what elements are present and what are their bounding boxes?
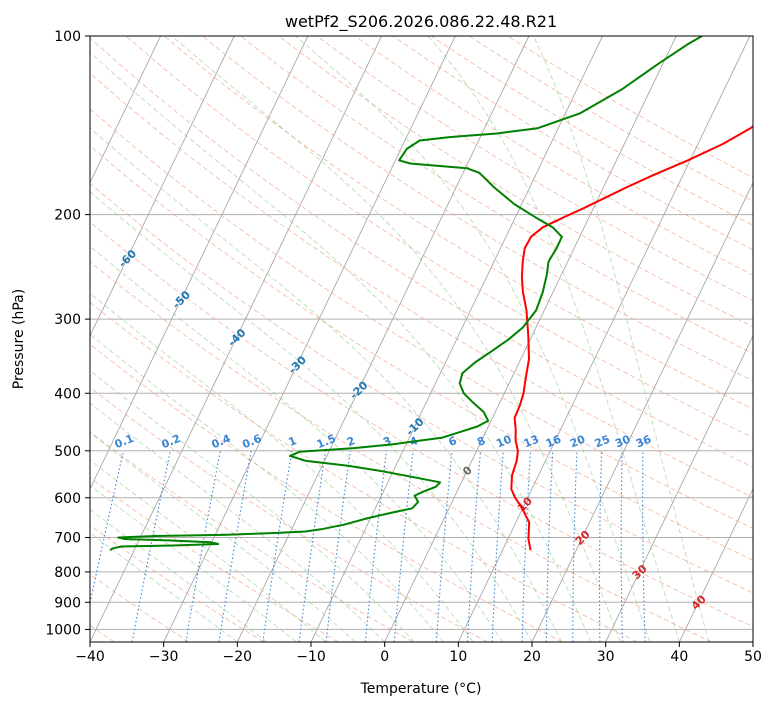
mixing-ratio-label: 30 [613, 433, 632, 451]
moist-adiabat [90, 245, 503, 642]
background-lines [90, 36, 753, 642]
dry-adiabat [125, 36, 753, 439]
x-tick-label: −20 [223, 649, 253, 665]
plot-frame [89, 35, 754, 643]
dry-adiabat [354, 36, 753, 276]
dry-adiabat [90, 386, 488, 642]
x-tick-label: 30 [597, 649, 615, 665]
mixing-ratio-label: 3 [381, 434, 393, 449]
mixing-ratio-label: 1 [287, 434, 299, 449]
y-axis-ticks: 100 200 300 400 500 600 700 800 900 1000 [45, 29, 90, 638]
moist-adiabat [533, 36, 710, 642]
dry-adiabat [90, 72, 753, 498]
isotherm-line [163, 36, 456, 642]
x-tick-label: 0 [380, 649, 389, 665]
mixing-ratio-line [218, 450, 252, 642]
mixing-ratio-line [325, 450, 351, 642]
x-tick-label: 50 [744, 649, 762, 665]
isotherm-line [90, 36, 161, 184]
moist-adiabat [90, 532, 238, 642]
x-axis-label: Temperature (°C) [360, 681, 482, 697]
dewpoint-profile-line [109, 36, 703, 551]
dry-adiabat [90, 301, 638, 642]
moist-adiabat [90, 459, 326, 642]
dry-adiabat [90, 108, 753, 529]
isotherm-line [90, 36, 309, 490]
x-tick-label: 20 [523, 649, 541, 665]
mixing-ratio-label: 16 [544, 433, 563, 451]
y-tick-label: 500 [54, 444, 81, 460]
mixing-ratio-label: 13 [522, 433, 541, 451]
dry-adiabat [469, 36, 753, 202]
moist-adiabat [295, 36, 651, 642]
dry-adiabat [90, 182, 753, 594]
y-tick-label: 900 [54, 595, 81, 611]
mixing-ratio-label: 2 [345, 434, 357, 449]
isotherm-line [605, 334, 753, 642]
chart-title: wetPf2_S206.2026.086.22.48.R21 [285, 12, 557, 32]
moist-adiabat [90, 333, 444, 642]
x-tick-label: −40 [75, 649, 105, 665]
sounding-profiles [109, 36, 753, 551]
dry-adiabat [392, 36, 753, 251]
x-tick-label: 40 [670, 649, 688, 665]
temperature-profile-line [510, 125, 753, 551]
mixing-ratio-label: 36 [634, 433, 653, 451]
dry-adiabat [90, 145, 753, 561]
moist-adiabat [90, 191, 533, 642]
x-tick-label: −30 [149, 649, 179, 665]
moist-adiabat [90, 51, 592, 642]
y-tick-label: 200 [54, 208, 81, 224]
isotherm-line [90, 36, 382, 642]
dry-adiabat [278, 36, 753, 328]
moist-adiabat [90, 370, 415, 642]
mixing-ratio-label: 10 [494, 433, 513, 451]
moist-adiabat [171, 36, 621, 642]
y-tick-label: 1000 [45, 622, 81, 638]
isotherm-line [236, 36, 530, 642]
isotherm-line [90, 36, 235, 337]
moist-adiabat [427, 36, 680, 642]
x-axis-ticks: −40 −30 −20 −10 0 10 20 30 40 50 [75, 642, 762, 665]
mixing-ratio-label: 20 [568, 433, 587, 451]
mixing-ratio-line [364, 450, 388, 642]
dry-adiabat [90, 431, 414, 642]
dry-adiabat [90, 37, 753, 468]
mixing-ratio-label: 25 [593, 433, 612, 451]
isotherm-line [678, 487, 753, 642]
isotherm-line [384, 36, 677, 642]
y-tick-label: 700 [54, 531, 81, 547]
y-axis-label: Pressure (hPa) [11, 289, 27, 389]
mixing-ratio-line [393, 450, 414, 642]
x-tick-label: −10 [296, 649, 326, 665]
y-tick-label: 100 [54, 29, 81, 45]
mixing-ratio-label: 8 [475, 434, 487, 449]
dry-adiabat [240, 36, 753, 355]
moist-adiabat [90, 292, 474, 642]
y-tick-label: 400 [54, 386, 81, 402]
moist-adiabat [90, 127, 562, 642]
mixing-ratio-line [262, 450, 293, 642]
y-tick-label: 300 [54, 312, 81, 328]
mixing-ratio-line [185, 450, 221, 642]
dry-adiabat [507, 36, 753, 179]
y-tick-label: 600 [54, 491, 81, 507]
moist-adiabat [90, 432, 356, 642]
y-tick-label: 800 [54, 565, 81, 581]
moist-adiabat [90, 402, 386, 642]
x-tick-label: 10 [449, 649, 467, 665]
mixing-ratio-line [298, 450, 327, 642]
dry-adiabat [90, 261, 712, 642]
dry-adiabat [90, 343, 563, 642]
